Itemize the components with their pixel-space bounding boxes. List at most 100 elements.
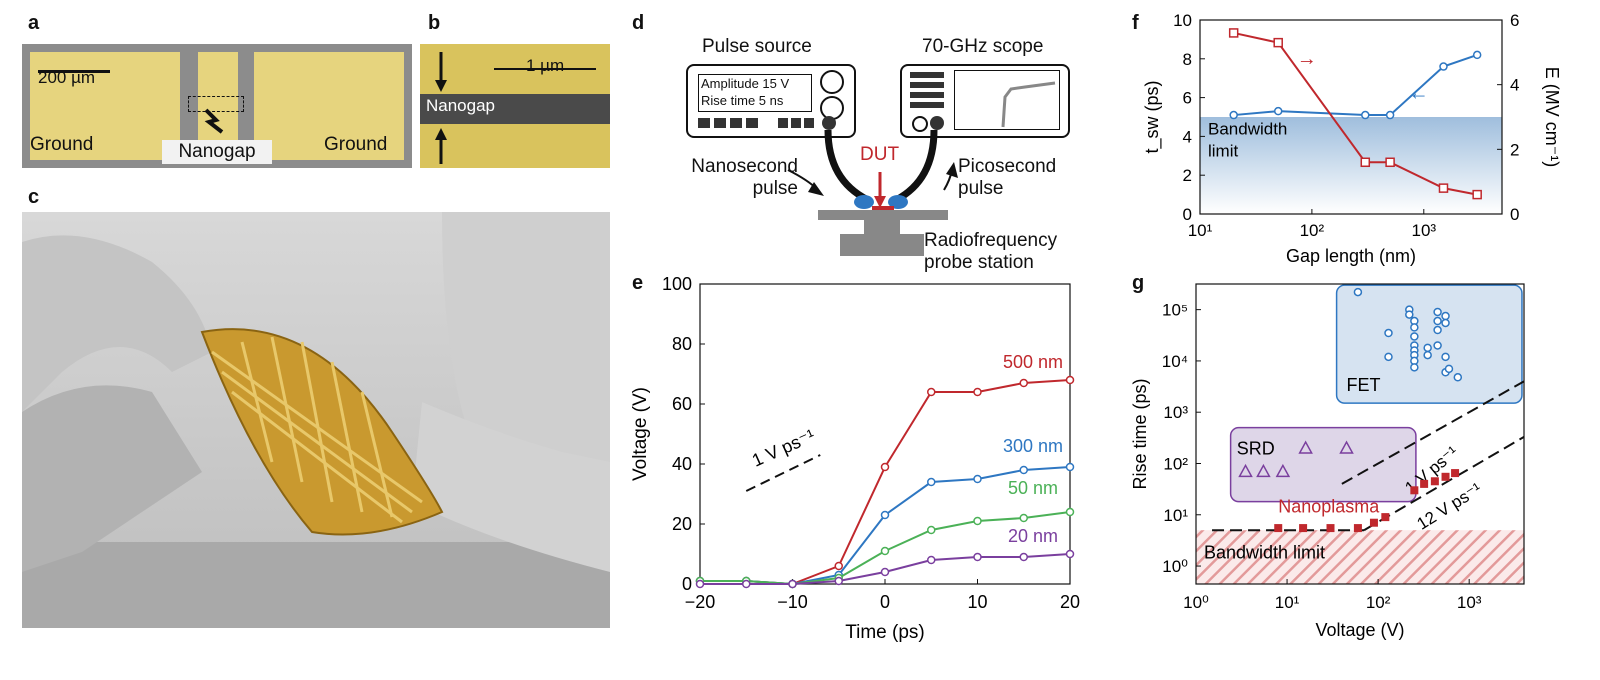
scale-bar <box>38 70 110 73</box>
data-point <box>834 576 843 586</box>
x-tick-label: 0 <box>880 592 890 612</box>
bandwidth-limit-region <box>1196 530 1524 584</box>
data-point <box>1438 183 1449 193</box>
probe-line2: probe station <box>924 252 1034 273</box>
panel-label-e: e <box>632 272 644 294</box>
pulse-source-display: Amplitude 15 V Rise time 5 ns <box>698 74 812 112</box>
input-port-icon <box>930 116 944 130</box>
data-point-nanoplasma <box>1353 524 1362 533</box>
data-point <box>880 546 890 556</box>
picosecond-line2: pulse <box>958 178 1004 199</box>
data-point-srd <box>1275 463 1291 478</box>
x-tick-label: −10 <box>777 592 808 612</box>
data-point <box>973 552 982 562</box>
device-micrograph: 200 µm Ground Ground Nanogap <box>22 44 412 168</box>
sem-closeup: 1 µm Nanogap <box>420 44 610 168</box>
y-tick-label: 10⁰ <box>1162 557 1188 576</box>
data-point-fet <box>1384 352 1393 362</box>
x-tick-label: −20 <box>685 592 716 612</box>
data-point <box>1228 28 1239 38</box>
rise-time-text: Rise time 5 ns <box>701 93 784 108</box>
data-point-nanoplasma <box>1410 486 1419 495</box>
dut-label: DUT <box>860 144 900 165</box>
x-tick-label: 10² <box>1366 593 1391 612</box>
table-surface <box>22 542 610 628</box>
x-tick-label: 10¹ <box>1275 593 1300 612</box>
data-point-fet <box>1423 343 1432 353</box>
srd-region <box>1229 426 1417 503</box>
button-row <box>698 118 762 128</box>
nanosecond-line2: pulse <box>752 178 798 199</box>
picosecond-pulse-label: Picosecond pulse <box>958 156 1056 200</box>
data-point-nanoplasma <box>1274 524 1283 533</box>
series-line-t_sw <box>1233 53 1478 117</box>
x-tick-label: 10³ <box>1412 221 1437 240</box>
data-point-fet <box>1453 373 1463 382</box>
scale-bar-label: 1 µm <box>526 56 565 75</box>
y-tick-label: 40 <box>672 454 692 474</box>
data-point <box>973 516 982 526</box>
data-point <box>834 561 843 571</box>
x-tick-label: 10² <box>1300 221 1325 240</box>
y-tick-label: 10⁵ <box>1162 301 1188 320</box>
y-tick-label: 10³ <box>1163 403 1188 422</box>
plot-frame <box>1199 19 1503 215</box>
data-point <box>1439 62 1448 71</box>
data-point-srd <box>1238 463 1253 478</box>
y-tick-label: 80 <box>672 334 692 354</box>
probe-station-label: Radiofrequency probe station <box>924 230 1057 274</box>
x-tick-label: 20 <box>1060 592 1080 612</box>
data-point <box>1065 375 1075 385</box>
srd-label: SRD <box>1237 438 1275 458</box>
data-point <box>880 462 890 472</box>
data-point <box>1065 462 1075 472</box>
data-point <box>1385 157 1395 168</box>
scope-screen <box>954 70 1060 130</box>
data-point-nanoplasma <box>1441 472 1450 481</box>
plot-frame <box>1195 283 1525 585</box>
data-point-fet <box>1410 323 1419 332</box>
slope-guide-label: 1 V ps⁻¹ <box>749 425 818 470</box>
panel-label-d: d <box>632 12 645 34</box>
lightning-icon <box>204 108 224 134</box>
ground-pad-right <box>254 52 404 160</box>
y-tick-label: 4 <box>1183 127 1192 146</box>
data-point <box>880 510 890 520</box>
data-point <box>1472 50 1482 60</box>
data-point-fet <box>1433 316 1442 326</box>
scale-bar <box>494 68 596 70</box>
data-point <box>788 579 797 589</box>
y-tick-label: 20 <box>672 514 692 534</box>
x-tick-label: 10¹ <box>1188 221 1213 240</box>
probe-cables <box>787 129 958 256</box>
gap-arrows-icon <box>435 52 447 164</box>
nanosecond-line1: Nanosecond <box>691 156 798 177</box>
ground-label-right: Ground <box>324 134 388 155</box>
data-point-fet <box>1433 341 1442 350</box>
data-point <box>1385 110 1395 120</box>
panel-label-g: g <box>1132 272 1145 294</box>
x-tick-label: 10³ <box>1457 593 1482 612</box>
y2-tick-label: 6 <box>1510 11 1519 30</box>
y-tick-label: 10⁴ <box>1162 352 1188 371</box>
data-point <box>1065 507 1075 517</box>
panel-label-c: c <box>28 186 40 208</box>
input-port-icon <box>912 116 928 132</box>
scale-bar-label: 200 µm <box>38 68 96 87</box>
data-point-fet <box>1384 328 1393 338</box>
y-axis-title: Voltage (V) <box>630 387 651 481</box>
series-label: 50 nm <box>1008 478 1058 498</box>
data-point <box>1019 378 1028 388</box>
x-axis-title: Voltage (V) <box>1315 620 1404 640</box>
scope-controls <box>910 72 944 108</box>
data-point <box>1229 110 1238 120</box>
waveform-trace <box>1001 81 1056 128</box>
y-tick-label: 60 <box>672 394 692 414</box>
data-point <box>927 525 936 535</box>
series-label: 500 nm <box>1003 352 1063 372</box>
nanogap-label: Nanogap <box>426 96 496 115</box>
data-point <box>1361 110 1370 120</box>
data-point <box>1472 189 1482 200</box>
data-point-fet <box>1441 311 1450 321</box>
